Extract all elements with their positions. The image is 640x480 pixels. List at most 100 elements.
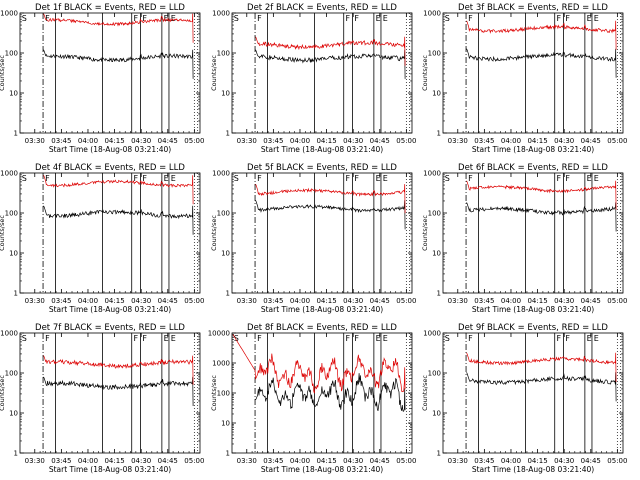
- series-line-lld: [466, 20, 617, 50]
- y-tick-label: 1000: [212, 360, 230, 368]
- plot-frame: [442, 12, 624, 134]
- y-axis-label: Counts/sec: [421, 55, 429, 91]
- x-tick-label: 04:15: [104, 457, 124, 465]
- x-tick-label: 04:15: [104, 137, 124, 145]
- interval-label: F: [257, 334, 262, 343]
- interval-label: E: [594, 174, 599, 183]
- series-line-lld: [466, 180, 617, 210]
- x-tick-label: 05:00: [396, 137, 416, 145]
- series-line-lld: [255, 36, 406, 66]
- panel-det-1: Det 1f BLACK = Events, RED = LLD Counts/s…: [0, 3, 204, 154]
- interval-label: E: [383, 174, 388, 183]
- y-tick-label: 100: [217, 390, 230, 398]
- y-tick-label: 1000: [212, 10, 230, 18]
- interval-label: F: [468, 174, 473, 183]
- x-tick-label: 04:30: [554, 137, 574, 145]
- interval-label: F: [45, 14, 50, 23]
- x-tick-label: 03:45: [474, 457, 494, 465]
- x-tick-label: 04:00: [78, 137, 98, 145]
- plot-frame: [19, 172, 201, 294]
- x-tick-label: 04:15: [527, 457, 547, 465]
- x-tick-label: 03:45: [51, 297, 71, 305]
- x-tick-label: 04:00: [501, 137, 521, 145]
- x-tick-label: 04:30: [131, 457, 151, 465]
- y-tick-label: 100: [428, 370, 441, 378]
- x-tick-label: 04:00: [290, 137, 310, 145]
- panel-det-4: Det 4f BLACK = Events, RED = LLD Counts/s…: [0, 163, 204, 314]
- interval-label: F: [556, 14, 561, 23]
- interval-label: F: [345, 14, 350, 23]
- x-tick-label: 04:45: [581, 297, 601, 305]
- y-axis-label: Counts/sec: [421, 375, 429, 411]
- x-tick-label: 04:00: [501, 457, 521, 465]
- y-axis-label: Counts/sec: [0, 55, 6, 91]
- interval-label: E: [376, 334, 381, 343]
- interval-label: F: [345, 334, 350, 343]
- panel-title: Det 5f BLACK = Events, RED = LLD: [247, 163, 397, 173]
- series-line-events: [255, 373, 406, 412]
- panel-det-8: Det 8f BLACK = Events, RED = LLD Counts/s…: [208, 323, 417, 474]
- series-line-lld: [466, 352, 617, 382]
- x-tick-label: 04:00: [501, 297, 521, 305]
- x-axis-label: Start Time (18-Aug-08 03:21:40): [261, 305, 383, 314]
- series-line-events: [255, 200, 406, 230]
- x-tick-label: 04:45: [581, 137, 601, 145]
- x-tick-label: 03:45: [263, 297, 283, 305]
- panel-det-6: Det 6f BLACK = Events, RED = LLD Counts/s…: [421, 163, 627, 314]
- interval-label: F: [45, 174, 50, 183]
- y-tick-label: 1000: [0, 170, 18, 178]
- x-axis-label: Start Time (18-Aug-08 03:21:40): [472, 305, 594, 314]
- x-axis-label: Start Time (18-Aug-08 03:21:40): [49, 465, 171, 474]
- panel-det-7: Det 7f BLACK = Events, RED = LLD Counts/s…: [0, 323, 204, 474]
- interval-label: F: [565, 14, 570, 23]
- x-tick-label: 03:45: [263, 137, 283, 145]
- x-tick-label: 03:45: [474, 297, 494, 305]
- x-tick-label: 04:30: [343, 297, 363, 305]
- panel-title: Det 6f BLACK = Events, RED = LLD: [458, 163, 608, 173]
- y-tick-label: 10: [432, 90, 441, 98]
- x-axis-label: Start Time (18-Aug-08 03:21:40): [49, 305, 171, 314]
- interval-label: E: [383, 14, 388, 23]
- panel-title: Det 1f BLACK = Events, RED = LLD: [35, 3, 185, 13]
- interval-label: S: [22, 14, 27, 23]
- y-tick-label: 1000: [0, 10, 18, 18]
- x-tick-label: 04:15: [527, 137, 547, 145]
- interval-label: F: [257, 174, 262, 183]
- x-tick-label: 03:30: [448, 137, 468, 145]
- x-tick-label: 03:45: [474, 137, 494, 145]
- interval-label: E: [594, 14, 599, 23]
- x-tick-label: 04:45: [370, 297, 390, 305]
- interval-label: E: [164, 14, 169, 23]
- y-axis-label: Counts/sec: [210, 375, 218, 411]
- x-tick-label: 03:30: [25, 297, 45, 305]
- y-tick-label: 10: [221, 420, 230, 428]
- plot-frame: [442, 172, 624, 294]
- x-tick-label: 03:30: [448, 297, 468, 305]
- x-axis-label: Start Time (18-Aug-08 03:21:40): [261, 145, 383, 154]
- interval-label: E: [171, 14, 176, 23]
- x-tick-label: 04:30: [343, 137, 363, 145]
- y-tick-label: 1: [14, 130, 18, 138]
- y-tick-label: 1: [226, 290, 230, 298]
- interval-label: E: [164, 174, 169, 183]
- x-tick-label: 05:00: [607, 457, 627, 465]
- plot-frame: [19, 332, 201, 454]
- x-tick-label: 03:45: [263, 457, 283, 465]
- y-tick-label: 1000: [423, 330, 441, 338]
- interval-label: F: [133, 174, 138, 183]
- y-tick-label: 1000: [423, 170, 441, 178]
- x-tick-label: 04:15: [316, 457, 336, 465]
- x-tick-label: 04:00: [78, 457, 98, 465]
- x-axis-label: Start Time (18-Aug-08 03:21:40): [472, 145, 594, 154]
- x-tick-label: 03:45: [51, 457, 71, 465]
- x-tick-label: 04:30: [554, 297, 574, 305]
- panel-title: Det 2f BLACK = Events, RED = LLD: [247, 3, 397, 13]
- x-tick-label: 03:30: [25, 137, 45, 145]
- panel-title: Det 4f BLACK = Events, RED = LLD: [35, 163, 185, 173]
- x-axis-label: Start Time (18-Aug-08 03:21:40): [49, 145, 171, 154]
- panel-title: Det 3f BLACK = Events, RED = LLD: [458, 3, 608, 13]
- x-tick-label: 04:15: [316, 297, 336, 305]
- interval-label: F: [565, 334, 570, 343]
- y-tick-label: 100: [217, 50, 230, 58]
